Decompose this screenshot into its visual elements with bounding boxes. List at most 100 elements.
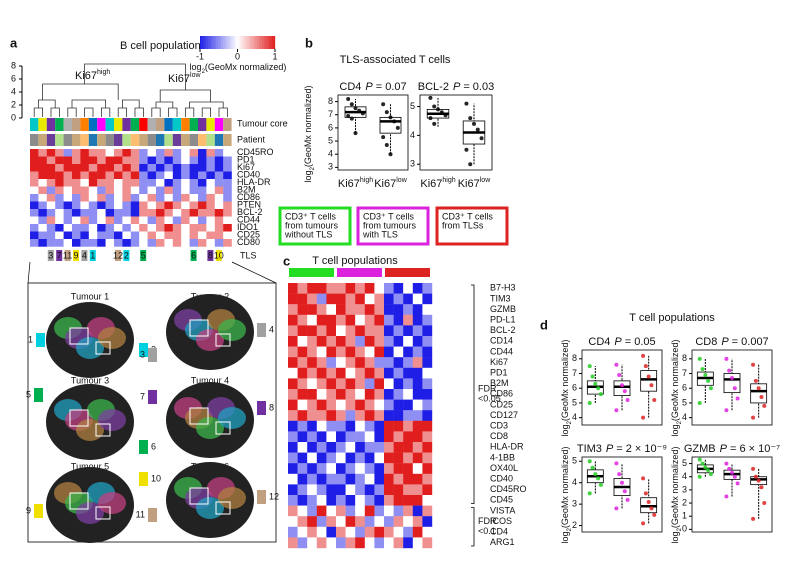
point <box>730 470 734 475</box>
heatmap-cell <box>80 149 89 157</box>
heatmap-cell <box>374 537 385 549</box>
heatmap-cell <box>336 463 346 474</box>
heatmap-cell <box>214 149 224 157</box>
point <box>697 356 702 361</box>
heatmap-cell <box>355 484 365 496</box>
row-label: CD40 <box>237 170 260 180</box>
heatmap-cell <box>156 194 165 202</box>
heatmap-cell <box>403 378 413 390</box>
point <box>697 457 702 462</box>
heatmap-cell <box>130 224 140 232</box>
tag-label: 11 <box>136 509 145 519</box>
tumour-core-cell <box>147 118 156 131</box>
patient-cell <box>189 134 198 146</box>
row-label: ICOS <box>490 516 512 526</box>
heatmap-cell <box>374 473 385 485</box>
heatmap-cell <box>345 357 356 368</box>
heatmap-cell <box>214 239 224 247</box>
heatmap-cell <box>297 293 308 305</box>
heatmap-cell <box>46 171 56 180</box>
heatmap-cell <box>355 505 365 517</box>
heatmap-cell <box>46 201 56 210</box>
heatmap-cell <box>297 346 308 358</box>
heatmap-cell <box>172 231 182 240</box>
heatmap-cell <box>393 399 404 411</box>
roi-box <box>189 319 209 337</box>
heatmap-cell <box>288 505 298 517</box>
heatmap-cell <box>403 304 413 315</box>
heatmap-cell <box>55 231 64 240</box>
tls-tag <box>139 440 148 454</box>
heatmap-cell <box>156 224 165 232</box>
point <box>388 152 393 157</box>
heatmap-cell <box>422 410 433 421</box>
heatmap-cell <box>374 367 385 379</box>
heatmap-cell <box>393 516 404 527</box>
colorbar-step <box>208 36 211 49</box>
point <box>593 472 598 477</box>
point <box>641 521 646 526</box>
fdr-label: FDR <box>478 384 497 394</box>
heatmap-cell <box>374 336 385 347</box>
heatmap-cell <box>393 378 404 390</box>
heatmap-cell <box>147 156 157 165</box>
label-rest: (GeoMx normalized) <box>670 340 680 422</box>
label-base: Ki67 <box>458 178 480 190</box>
heatmap-cell <box>181 156 190 165</box>
heatmap-cell <box>288 410 298 421</box>
row-label: 4-1BB <box>490 452 515 462</box>
plot-title: GZMB P = 6 × 10⁻⁷ <box>684 443 780 455</box>
heatmap-cell <box>412 452 423 464</box>
row-label: Patient <box>237 134 266 144</box>
tag-label: 4 <box>269 324 274 334</box>
point <box>436 107 440 112</box>
heatmap-cell <box>384 399 394 411</box>
point <box>708 386 713 391</box>
heatmap-cell <box>206 224 215 232</box>
heatmap-cell <box>105 149 115 157</box>
heatmap-cell <box>403 314 413 326</box>
title-name: CD4 <box>588 336 610 348</box>
heatmap-cell <box>147 149 157 157</box>
row-label: HLA-DR <box>490 442 524 452</box>
heatmap-cell <box>307 516 317 527</box>
heatmap-cell <box>223 186 232 195</box>
heatmap-cell <box>80 201 89 210</box>
heatmap-cell <box>355 442 365 453</box>
heatmap-cell <box>114 164 123 172</box>
heatmap-cell <box>336 537 346 549</box>
heatmap-cell <box>63 216 73 225</box>
y-axis-label: log2(GeoMx normalized) <box>670 340 682 437</box>
heatmap-cell <box>345 410 356 421</box>
legend-box <box>278 206 352 246</box>
heatmap-cell <box>181 164 190 172</box>
heatmap-cell <box>156 164 165 172</box>
heatmap-cell <box>422 367 433 379</box>
heatmap-cell <box>393 325 404 337</box>
heatmap-cell <box>326 452 337 464</box>
heatmap-cell <box>316 389 327 400</box>
heatmap-cell <box>63 239 73 247</box>
heatmap-cell <box>189 149 199 157</box>
title-p: P <box>365 81 373 93</box>
y-tick-label: 2 <box>572 520 577 530</box>
tumour-core-cell <box>46 118 56 131</box>
heatmap-cell <box>316 484 327 496</box>
heatmap-cell <box>181 201 190 210</box>
heatmap-cell <box>384 283 394 294</box>
row-label: PD1 <box>237 155 255 165</box>
heatmap-cell <box>189 171 199 180</box>
point <box>357 108 362 113</box>
heatmap-cell <box>198 171 207 180</box>
heatmap-cell <box>326 325 337 337</box>
heatmap-cell <box>364 293 375 305</box>
tumour-core-cell <box>30 118 39 131</box>
tumour-core-cell <box>63 118 72 131</box>
patient-cell <box>214 134 224 146</box>
heatmap-cell <box>46 164 56 172</box>
heatmap-cell <box>336 526 346 538</box>
heatmap-cell <box>403 452 413 464</box>
heatmap-cell <box>63 171 73 180</box>
tumour-core-cell <box>164 118 173 131</box>
roi-box <box>215 501 231 515</box>
